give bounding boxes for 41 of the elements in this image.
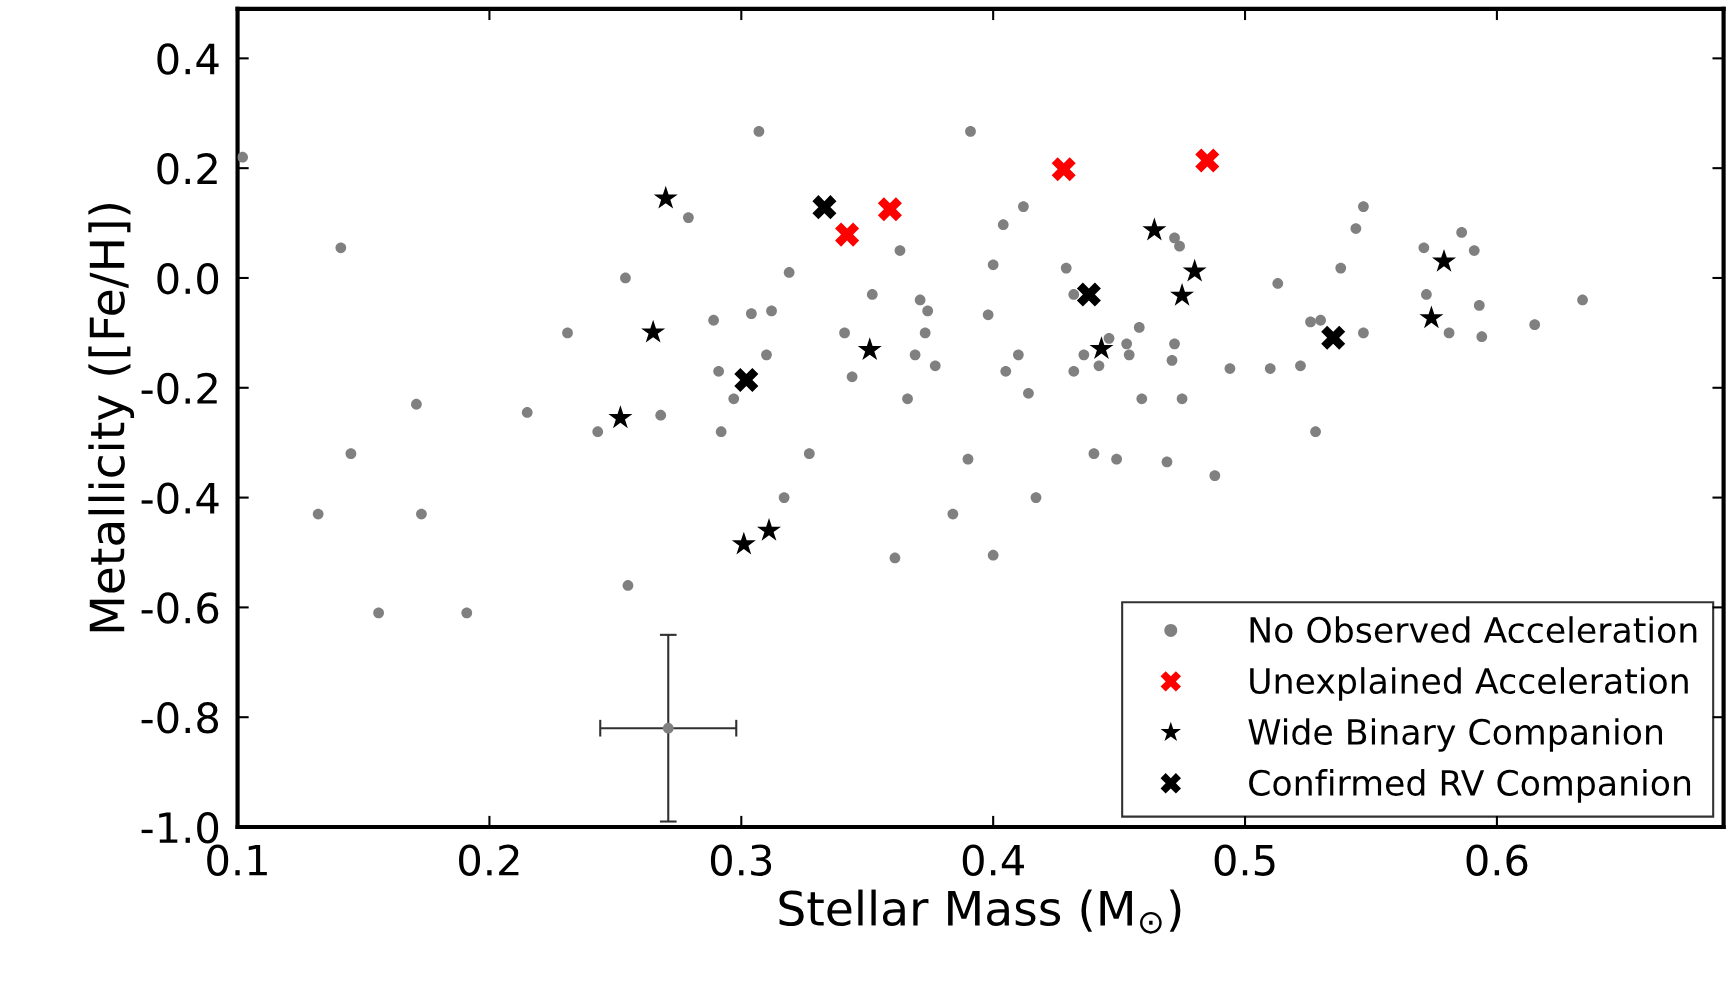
y-tick-label: -0.4 bbox=[141, 482, 219, 515]
point bbox=[757, 517, 781, 541]
point bbox=[1051, 157, 1076, 182]
point bbox=[1170, 282, 1195, 306]
legend-label: Unexplained Acceleration bbox=[1250, 667, 1688, 701]
y-tick-label: 0.0 bbox=[157, 262, 219, 295]
legend-label: Confirmed RV Companion bbox=[1249, 769, 1691, 803]
point bbox=[1321, 325, 1346, 350]
x-tick-label: 0.1 bbox=[207, 844, 267, 876]
x-tick-label: 0.5 bbox=[1214, 844, 1275, 876]
legend-label: No Observed Acceleration bbox=[1250, 616, 1697, 644]
y-axis-title: Metallicity ([Fe/H]) bbox=[88, 204, 135, 632]
point bbox=[877, 197, 902, 222]
legend-label: Wide Binary Companion bbox=[1248, 718, 1663, 752]
point bbox=[734, 368, 759, 393]
y-tick-label: 0.4 bbox=[157, 43, 219, 75]
point bbox=[608, 405, 633, 429]
point bbox=[731, 531, 756, 555]
point bbox=[1195, 148, 1220, 173]
point bbox=[812, 195, 837, 220]
y-tick-label: 0.2 bbox=[157, 153, 217, 185]
point bbox=[641, 319, 666, 343]
point bbox=[1076, 282, 1101, 307]
y-tick-label: -0.8 bbox=[141, 702, 219, 734]
y-tick-label: -0.2 bbox=[141, 372, 217, 405]
point bbox=[1142, 217, 1167, 241]
y-tick-label: -0.6 bbox=[141, 592, 219, 624]
x-tick-label: 0.4 bbox=[962, 844, 1024, 876]
point bbox=[1089, 336, 1114, 359]
x-tick-label: 0.6 bbox=[1466, 844, 1528, 876]
x-axis-title: Stellar Mass (M$_{⊙}$) bbox=[779, 889, 1181, 934]
point bbox=[857, 337, 882, 361]
point bbox=[1419, 305, 1444, 329]
point bbox=[1182, 258, 1207, 282]
x-tick-label: 0.3 bbox=[710, 844, 772, 876]
point bbox=[653, 185, 678, 209]
point bbox=[662, 722, 674, 734]
point bbox=[1432, 248, 1457, 272]
point bbox=[835, 222, 860, 247]
y-tick-label: -1.0 bbox=[141, 811, 219, 844]
x-tick-label: 0.2 bbox=[459, 844, 519, 876]
